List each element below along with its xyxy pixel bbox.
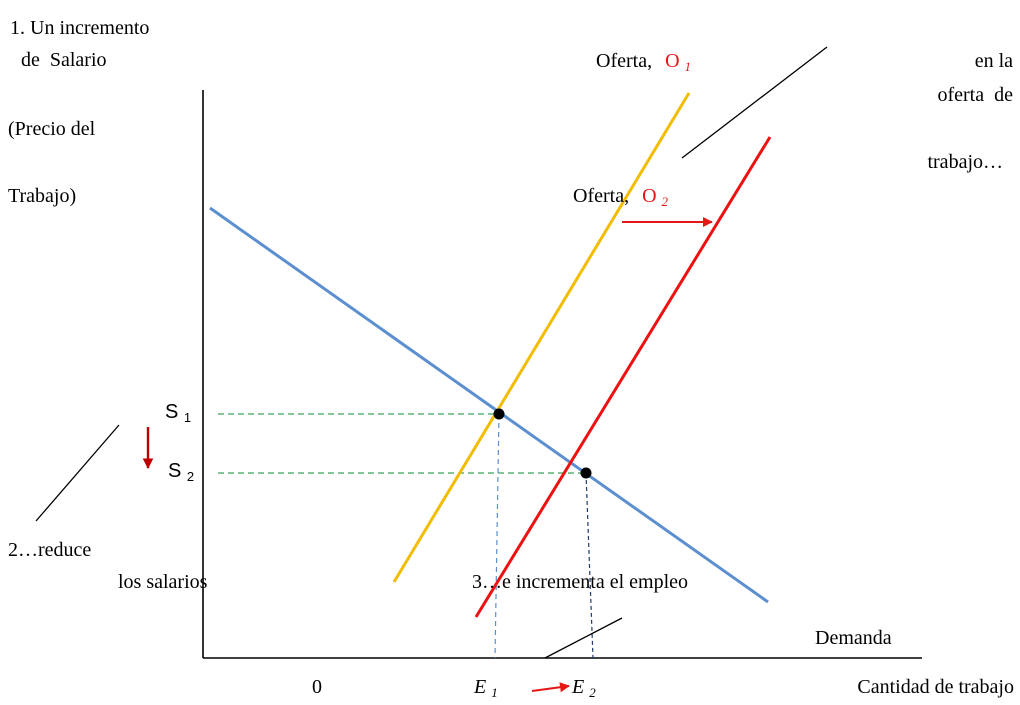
- supply-curve-o1: [392, 92, 691, 583]
- x-axis-label: Cantidad de trabajo: [857, 676, 1014, 698]
- step2-line2: los salarios: [118, 571, 208, 593]
- e2-label: E 2: [571, 676, 596, 700]
- e1-label: E 1: [473, 676, 498, 700]
- e1-guide-line: [494, 413, 500, 659]
- shift-text-line2: oferta de: [937, 84, 1013, 106]
- step1-line2: de Salario: [21, 49, 107, 71]
- shift-text-line3: trabajo…: [927, 151, 1003, 173]
- wage-pointer-line: [35, 424, 120, 522]
- step3-label: 3…e incrementa el empleo: [472, 571, 688, 593]
- s1-label: S 1: [165, 401, 191, 425]
- origin-label: 0: [312, 676, 322, 698]
- step2-line1: 2…reduce: [8, 539, 91, 561]
- supply-o1-label: Oferta, O 1: [596, 50, 691, 74]
- shift-text-line1: en la: [975, 50, 1013, 72]
- equilibrium-point-1: [493, 408, 505, 420]
- y-axis-label-line2: Trabajo): [8, 185, 76, 207]
- e2-guide-line: [585, 472, 594, 659]
- employment-pointer-line: [544, 617, 623, 659]
- s2-label: S 2: [168, 460, 194, 484]
- y-axis-label-line1: (Precio del: [8, 118, 96, 140]
- employment-shift-arrow: [531, 682, 570, 693]
- equilibrium-point-2: [580, 467, 592, 479]
- shift-pointer-line: [681, 46, 828, 159]
- supply-curve-o2: [474, 136, 772, 618]
- supply-o2-label: Oferta, O 2: [573, 185, 669, 209]
- demand-label: Demanda: [815, 627, 892, 649]
- demand-curve: [209, 206, 769, 604]
- step1-line1: 1. Un incremento: [10, 17, 149, 39]
